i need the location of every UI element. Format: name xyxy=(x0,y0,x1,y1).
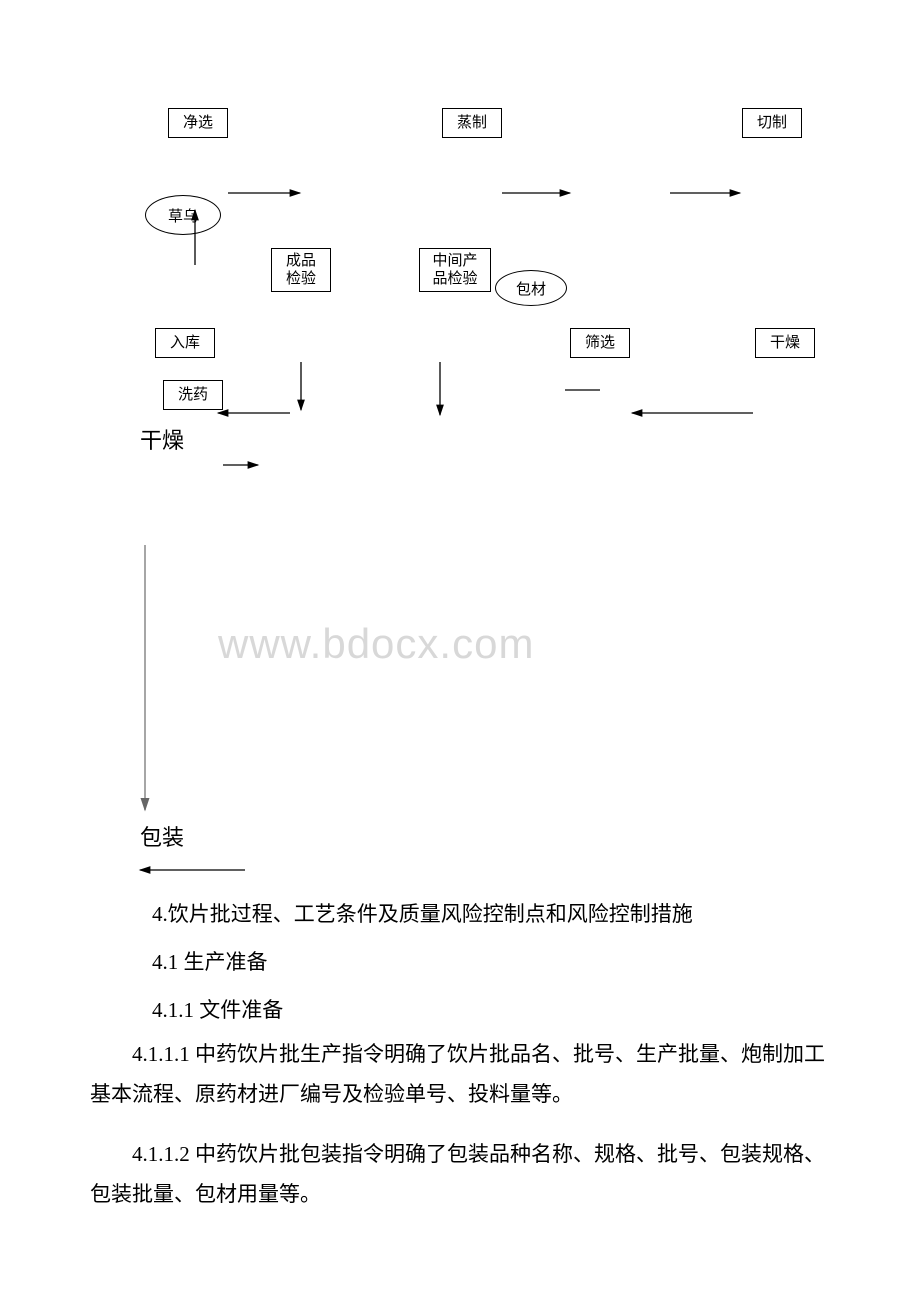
node-caowu: 草乌 xyxy=(145,195,221,235)
node-label: 筛选 xyxy=(585,334,615,352)
node-zhongjian: 中间产 品检验 xyxy=(419,248,491,292)
arrow-below-baozhuang xyxy=(135,860,255,880)
label-ganzao2: 干燥 xyxy=(140,423,184,455)
flowchart-diagram: 净选 蒸制 切制 草乌 成品 检验 中间产 品检验 包材 入库 筛选 干燥 洗药… xyxy=(0,0,920,760)
para-4-1: 4.1 生产准备 xyxy=(152,950,268,974)
node-label: 草乌 xyxy=(168,205,198,226)
node-label: 包材 xyxy=(516,278,546,299)
node-label: 切制 xyxy=(757,114,787,132)
label-baozhuang: 包装 xyxy=(140,820,184,852)
node-xiyao: 洗药 xyxy=(163,380,223,410)
para-4-1-1: 4.1.1 文件准备 xyxy=(152,998,283,1022)
node-ruku: 入库 xyxy=(155,328,215,358)
watermark-text: www.bdocx.com xyxy=(218,620,534,667)
node-ganzao: 干燥 xyxy=(755,328,815,358)
node-baocai: 包材 xyxy=(495,270,567,306)
para-4: 4.饮片批过程、工艺条件及质量风险控制点和风险控制措施 xyxy=(152,902,693,926)
node-chengpin: 成品 检验 xyxy=(271,248,331,292)
node-label: 中间产 品检验 xyxy=(432,252,477,288)
para-4-1-1-1: 4.1.1.1 中药饮片批生产指令明确了饮片批品名、批号、生产批量、炮制加工基本… xyxy=(90,1042,825,1106)
node-label: 干燥 xyxy=(770,334,800,352)
node-label: 洗药 xyxy=(178,386,208,404)
node-label: 蒸制 xyxy=(457,114,487,132)
node-shaixuan: 筛选 xyxy=(570,328,630,358)
node-label: 净选 xyxy=(183,114,213,132)
label-text: 包装 xyxy=(140,825,184,850)
node-jingxuan: 净选 xyxy=(168,108,228,138)
node-qiezhi: 切制 xyxy=(742,108,802,138)
label-text: 干燥 xyxy=(140,428,184,453)
body-text-2: 4.1.1.1 中药饮片批生产指令明确了饮片批品名、批号、生产批量、炮制加工基本… xyxy=(90,1035,830,1123)
body-text-3: 4.1.1.2 中药饮片批包装指令明确了包装品种名称、规格、批号、包装规格、包装… xyxy=(90,1135,830,1223)
body-text: 4.饮片批过程、工艺条件及质量风险控制点和风险控制措施 4.1 生产准备 4.1… xyxy=(110,895,810,1039)
para-4-1-1-2: 4.1.1.2 中药饮片批包装指令明确了包装品种名称、规格、批号、包装规格、包装… xyxy=(90,1142,825,1206)
node-label: 入库 xyxy=(170,334,200,352)
watermark: www.bdocx.com xyxy=(218,620,534,668)
node-label: 成品 检验 xyxy=(286,252,316,288)
node-zhengzhi: 蒸制 xyxy=(442,108,502,138)
